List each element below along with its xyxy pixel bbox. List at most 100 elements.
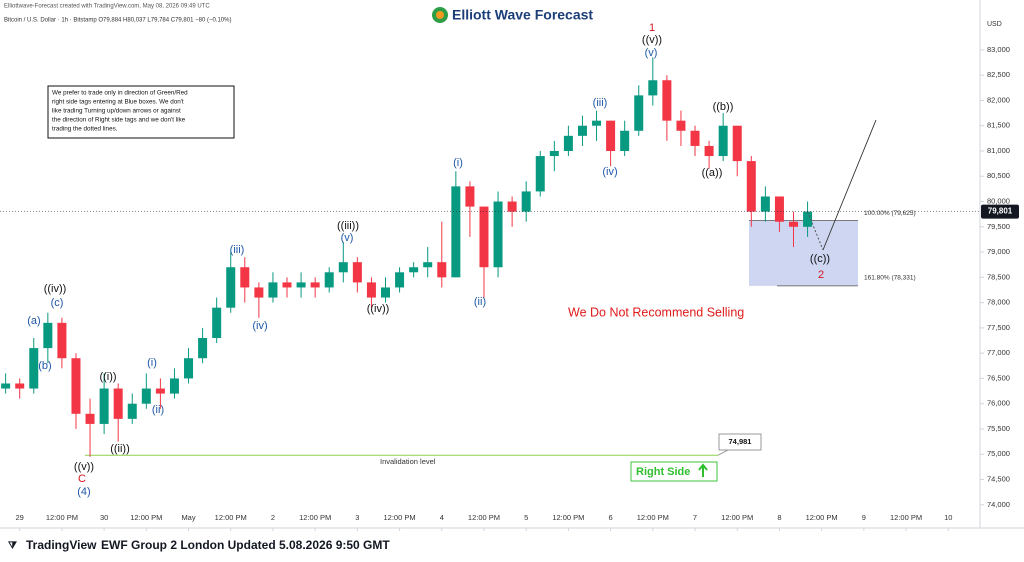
wave-label: ((ii)) (110, 443, 130, 455)
symbol-text: Bitcoin / U.S. Dollar · 1h · Bitstamp O7… (4, 18, 231, 24)
candle-body (366, 282, 376, 298)
wave-label: ((iv)) (44, 283, 67, 295)
wave-label: ((iv)) (367, 303, 390, 315)
wave-label: (a) (27, 315, 40, 327)
candle-body (577, 125, 587, 136)
candle-body (226, 267, 236, 308)
wave-label: (b) (38, 360, 51, 372)
candle-body (268, 282, 278, 298)
wave-label: (iv) (602, 166, 617, 178)
candle-body (184, 358, 194, 379)
x-tick-label: 12:00 PM (215, 513, 247, 522)
candle-body (43, 322, 53, 349)
y-tick-label: 74,000 (987, 500, 1010, 509)
candle-body (803, 211, 813, 227)
x-tick-label: 30 (100, 513, 108, 522)
x-tick-label: 8 (777, 513, 781, 522)
x-tick-label: 12:00 PM (384, 513, 416, 522)
footer-logo-mark: ⧩ (7, 541, 17, 552)
x-tick-label: 12:00 PM (890, 513, 922, 522)
candle-body (141, 388, 151, 404)
x-tick-label: 12:00 PM (299, 513, 331, 522)
y-tick-label: 79,500 (987, 222, 1010, 231)
note-line: the direction of Right side tags and we … (52, 117, 186, 124)
wave-label: 2 (818, 269, 824, 281)
logo-icon-inner (436, 11, 444, 19)
candle-body (169, 378, 179, 394)
y-tick-label: 75,500 (987, 424, 1010, 433)
y-tick-label: 78,000 (987, 298, 1010, 307)
wave-label: (4) (77, 486, 90, 498)
candle-body (212, 307, 222, 338)
candle-body (648, 80, 658, 96)
candle-body (437, 262, 447, 278)
y-tick-label: 82,500 (987, 70, 1010, 79)
y-tick-label: 81,000 (987, 146, 1010, 155)
wave-label: (ii) (474, 296, 486, 308)
candle-body (704, 145, 714, 157)
x-tick-label: 12:00 PM (637, 513, 669, 522)
candle-body (380, 287, 390, 298)
candle-body (690, 130, 700, 146)
wave-label: (iv) (252, 320, 267, 332)
fib-label: 161.80% (78,331) (864, 275, 916, 282)
note-line: right side tags entering at Blue boxes. … (52, 99, 184, 106)
candle-body (29, 348, 39, 389)
x-tick-label: 10 (944, 513, 952, 522)
wave-label: ((c)) (810, 253, 830, 265)
candle-body (662, 80, 672, 121)
wave-label: ((i)) (99, 371, 116, 383)
y-tick-label: 80,500 (987, 171, 1010, 180)
candle-body (85, 413, 95, 424)
candle-body (15, 383, 25, 389)
wave-label: C (78, 473, 86, 485)
candle-body (620, 130, 630, 151)
wave-label: (v) (645, 47, 658, 59)
last-price-label: 79,801 (988, 207, 1013, 216)
y-tick-label: 77,500 (987, 323, 1010, 332)
footer-brand: TradingView (26, 538, 97, 552)
x-tick-label: 4 (440, 513, 444, 522)
x-tick-label: 12:00 PM (130, 513, 162, 522)
side-tag-arrow (698, 463, 708, 477)
x-tick-label: 9 (862, 513, 866, 522)
candle-body (395, 272, 405, 288)
side-tag-box (630, 461, 718, 482)
note-line: like trading Turning up/down arrows or a… (52, 108, 181, 115)
wave-label: (ii) (152, 404, 164, 416)
logo-text: Elliott Wave Forecast (452, 7, 593, 23)
y-tick-label: 74,500 (987, 474, 1010, 483)
candle-body (606, 120, 616, 151)
candle-body (99, 388, 109, 424)
candle-body (409, 267, 419, 273)
wave-label: (iii) (593, 97, 608, 109)
candle-body (338, 262, 348, 273)
candle-body (57, 322, 67, 359)
candle-body (240, 267, 250, 288)
note-line: We prefer to trade only in direction of … (52, 90, 188, 97)
y-tick-label: 83,000 (987, 45, 1010, 54)
projection-dotted (807, 211, 824, 251)
wave-label: (c) (51, 297, 64, 309)
candle-body (549, 150, 559, 157)
side-tag-text: Right Side (636, 466, 690, 478)
candle-body (324, 272, 334, 288)
candle-body (535, 156, 545, 192)
x-tick-label: 12:00 PM (721, 513, 753, 522)
x-tick-label: 7 (693, 513, 697, 522)
candle-body (760, 196, 770, 212)
wave-label: (i) (453, 157, 463, 169)
candle-body (451, 186, 461, 278)
callout-label: 74,981 (729, 437, 752, 446)
x-tick-label: 3 (355, 513, 359, 522)
candle-body (465, 186, 475, 207)
note-box (47, 85, 235, 139)
y-tick-label: 76,000 (987, 399, 1010, 408)
x-tick-label: 12:00 PM (468, 513, 500, 522)
candle-body (592, 120, 602, 126)
candle-body (113, 388, 123, 419)
wave-label: (iii) (230, 244, 245, 256)
candle-body (352, 262, 362, 283)
x-tick-label: May (181, 513, 195, 522)
